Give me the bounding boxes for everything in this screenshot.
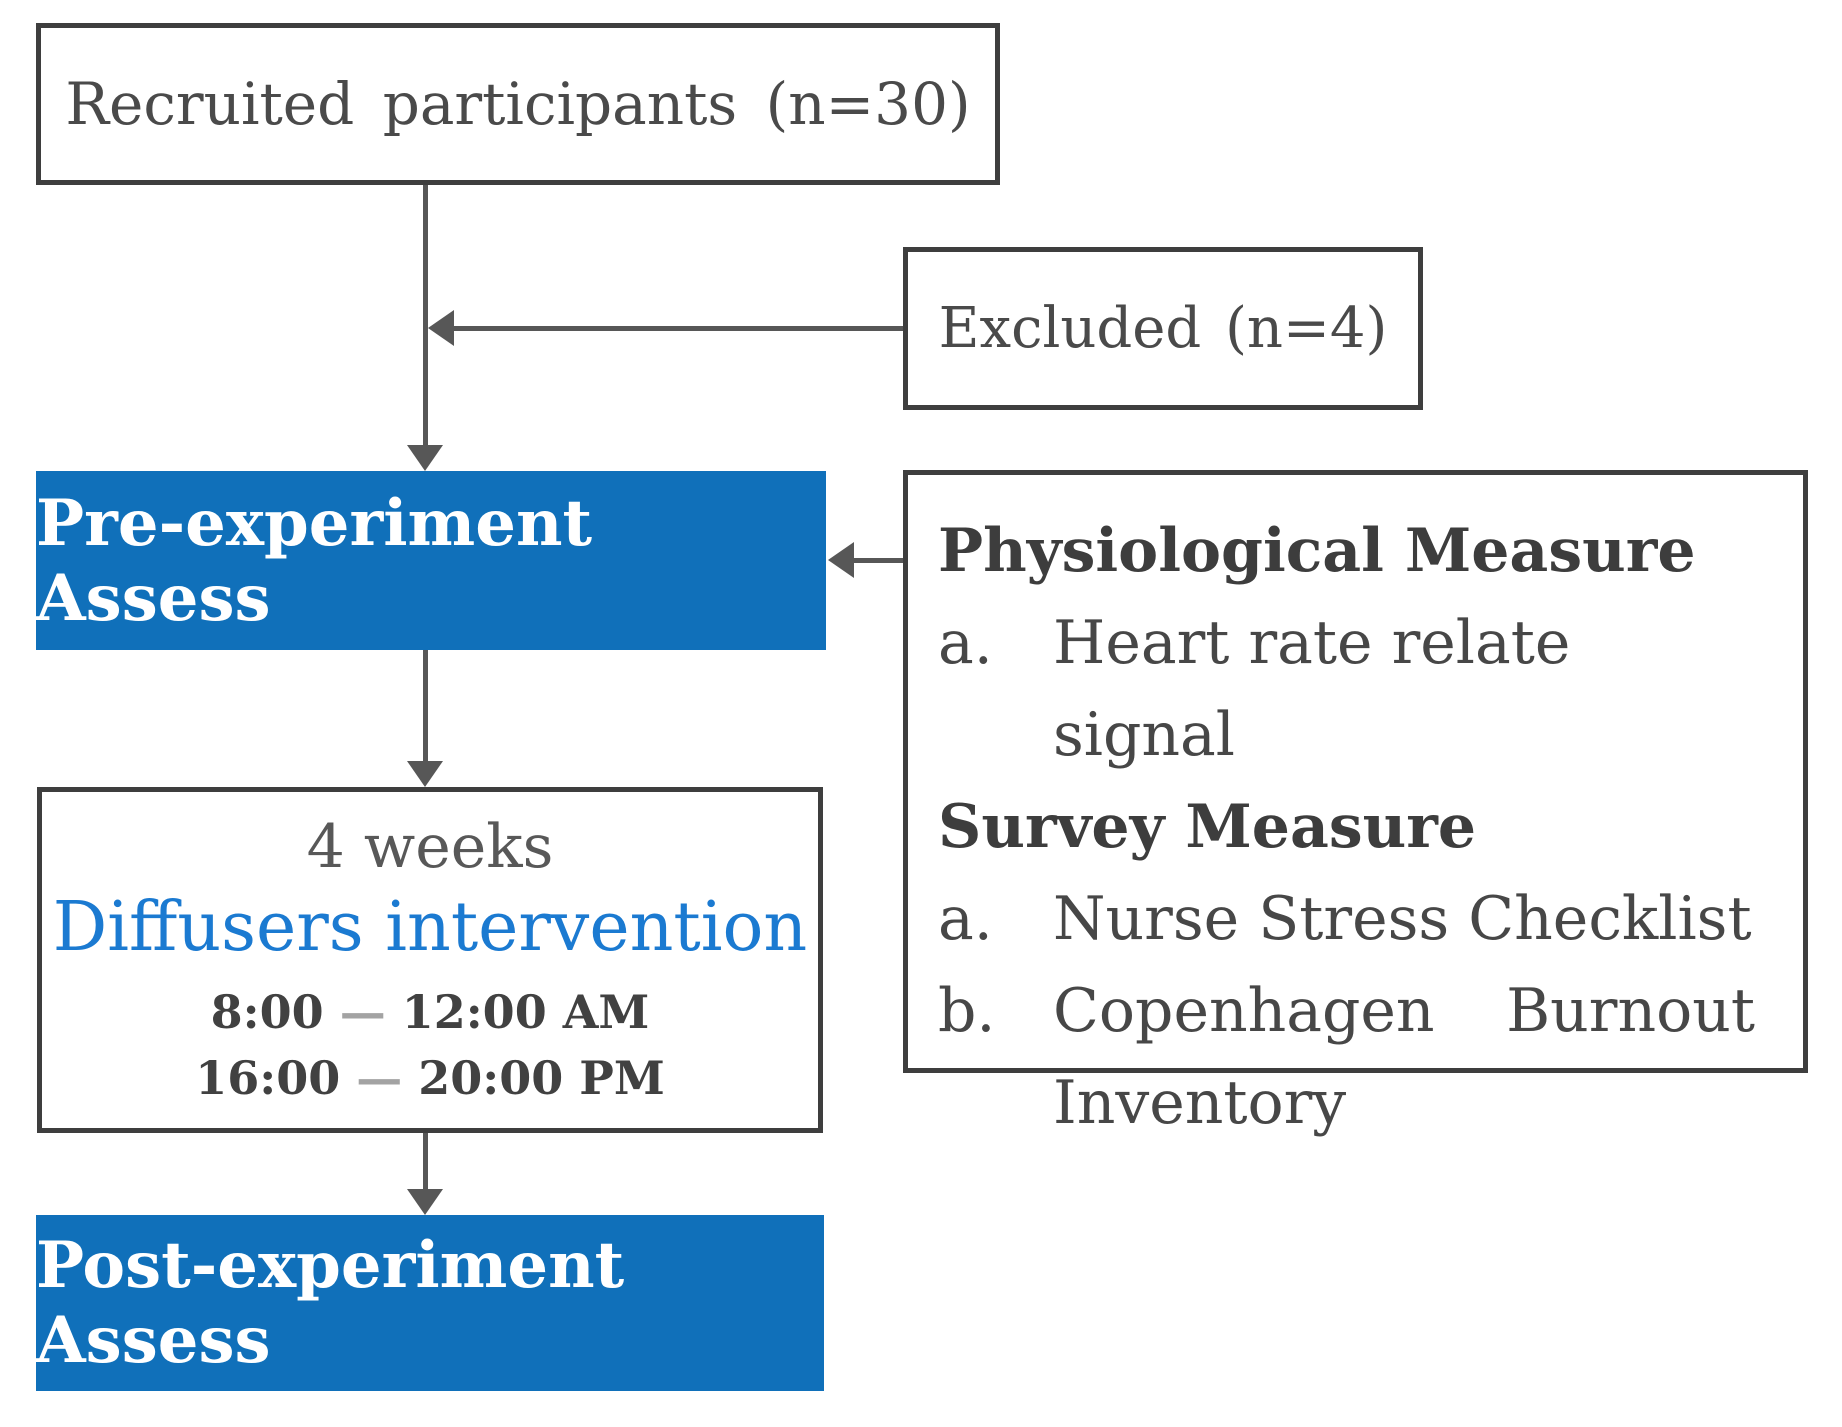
measures-box: Physiological Measure a. Heart rate rela… [903, 470, 1808, 1138]
survey-item-1-text: Nurse Stress Checklist [1053, 884, 1752, 954]
survey-measure-heading: Survey Measure [938, 792, 1477, 862]
arrowhead-left-measures [828, 542, 854, 578]
list-marker: a. [938, 884, 993, 954]
schedule-end: 20:00 PM [418, 1050, 665, 1105]
survey-item-2-continuation-text: Inventory [1053, 1068, 1347, 1138]
intervention-title: Diffusers intervention [52, 887, 808, 967]
pre-experiment-assess-box: Pre-experiment Assess [36, 471, 826, 650]
recruited-participants-label: Recruited participants (n=30) [65, 70, 971, 138]
intervention-duration: 4 weeks [306, 811, 554, 882]
post-experiment-assess-label: Post-experiment Assess [36, 1228, 625, 1378]
schedule-dash: — [356, 1050, 403, 1105]
arrowhead-down-to-intervention [407, 761, 443, 787]
survey-item-2-text: Copenhagen Burnout [1053, 965, 1763, 1057]
schedule-end: 12:00 AM [401, 984, 650, 1039]
post-experiment-assess-box: Post-experiment Assess [36, 1215, 824, 1391]
physiological-item: a. Heart rate relate signal [938, 597, 1763, 781]
flow-line-measures [850, 558, 903, 563]
list-marker-empty [938, 1057, 1053, 1149]
survey-item-2-continuation: Inventory [938, 1057, 1763, 1149]
recruited-participants-box: Recruited participants (n=30) [36, 23, 1000, 185]
flow-line-excluded [449, 326, 903, 331]
physiological-measure-heading: Physiological Measure [938, 516, 1696, 586]
intervention-box: 4 weeks Diffusers intervention 8:00 — 12:0… [37, 787, 823, 1133]
schedule-start: 8:00 [210, 984, 324, 1039]
survey-item-2-word2: Burnout [1506, 976, 1755, 1046]
intervention-schedule-morning: 8:00 — 12:00 AM [211, 981, 650, 1043]
arrowhead-down-to-post [407, 1189, 443, 1215]
survey-item-2-word1: Copenhagen [1053, 976, 1435, 1046]
flow-line-pre-to-intervention [423, 650, 428, 762]
physiological-item-text: Heart rate relate signal [1053, 608, 1571, 770]
flow-line-recruited-to-pre [423, 185, 428, 445]
schedule-start: 16:00 [195, 1050, 341, 1105]
survey-item-2: b. Copenhagen Burnout [938, 965, 1763, 1057]
list-marker: a. [938, 608, 993, 678]
list-marker: b. [938, 976, 996, 1046]
intervention-schedule-evening: 16:00 — 20:00 PM [195, 1047, 665, 1109]
flow-line-intervention-to-post [423, 1133, 428, 1191]
excluded-box: Excluded (n=4) [903, 247, 1423, 410]
arrowhead-down-to-pre [407, 445, 443, 471]
schedule-dash: — [339, 984, 386, 1039]
excluded-label: Excluded (n=4) [938, 296, 1388, 361]
pre-experiment-assess-label: Pre-experiment Assess [36, 485, 593, 636]
arrowhead-left-excluded [428, 310, 454, 346]
survey-item-1: a. Nurse Stress Checklist [938, 873, 1763, 965]
